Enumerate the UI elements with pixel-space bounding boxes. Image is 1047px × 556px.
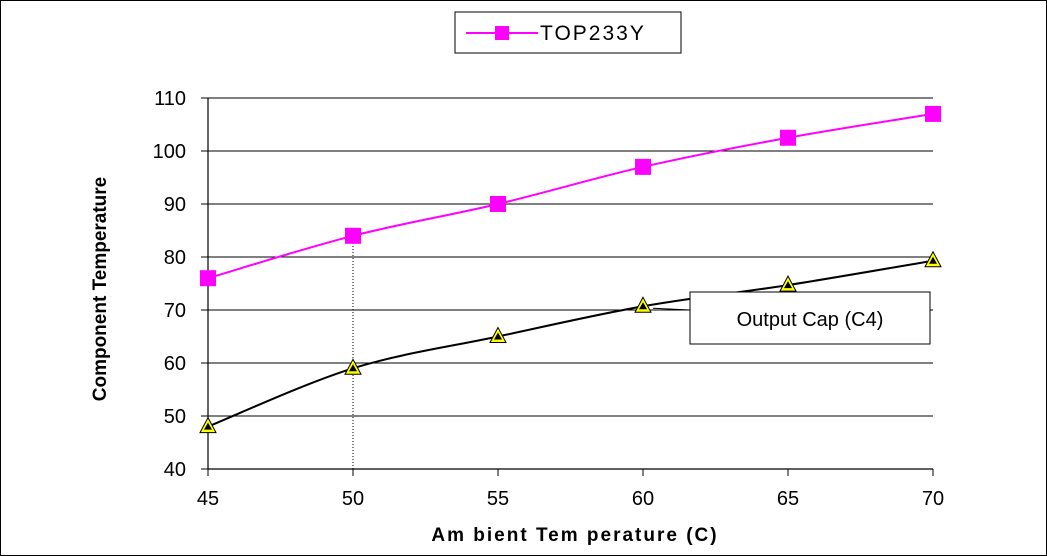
series-line-top233y [207, 112, 934, 280]
data-point-top233y [490, 196, 506, 212]
legend: TOP233Y [454, 11, 682, 54]
data-point-top233y [345, 227, 361, 244]
legend-label-top233y: TOP233Y [540, 22, 646, 45]
gridlines [201, 97, 933, 470]
callout-box [689, 291, 931, 345]
x-tick-labels: 45 50 55 60 65 70 [197, 488, 944, 510]
y-tick-label: 40 [164, 459, 186, 481]
y-tick-label: 110 [154, 88, 186, 110]
data-point-inner-output-cap-c4 [494, 332, 502, 340]
data-point-top233y [780, 129, 796, 146]
data-point-inner-output-cap-c4 [639, 302, 647, 310]
x-axis-title: Am bient Tem perature (C) [431, 525, 718, 546]
data-point-top233y [635, 158, 651, 175]
data-point-top233y [200, 270, 216, 287]
y-tick-label: 50 [164, 406, 186, 428]
y-tick-label: 90 [164, 194, 186, 216]
callout-label: Output Cap (C4) [737, 309, 884, 331]
y-tick-label: 60 [164, 353, 186, 375]
x-tick-label: 50 [342, 488, 364, 510]
data-point-inner-output-cap-c4 [929, 256, 937, 264]
x-tick-label: 70 [922, 488, 944, 510]
data-point-inner-output-cap-c4 [349, 364, 357, 372]
x-tick-label: 60 [632, 488, 654, 510]
y-tick-label: 80 [164, 247, 186, 269]
series-group [199, 105, 942, 434]
y-axis-title: Component Temperature [90, 177, 111, 402]
y-tick-labels: 40 50 60 70 80 90 100 110 [153, 88, 186, 481]
callout-output-cap: Output Cap (C4) [652, 291, 931, 345]
legend-marker-top233y [495, 26, 509, 40]
x-tick-label: 55 [487, 488, 509, 510]
data-point-top233y [925, 105, 941, 122]
x-tick-label: 45 [197, 488, 219, 510]
series-line-output-cap-c4 [207, 259, 934, 428]
data-point-inner-output-cap-c4 [204, 422, 212, 430]
x-tick-label: 65 [777, 488, 799, 510]
axes [207, 98, 934, 476]
y-tick-label: 100 [153, 141, 186, 163]
y-tick-label: 70 [164, 300, 186, 322]
data-point-inner-output-cap-c4 [784, 281, 792, 289]
callout-leader-line [652, 307, 691, 311]
